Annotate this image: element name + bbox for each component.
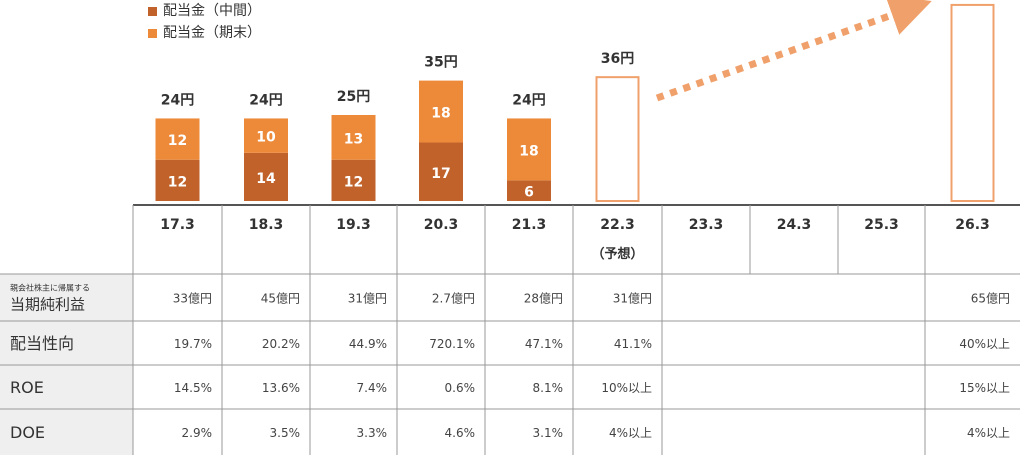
table-cell: 7.4%	[357, 381, 388, 395]
bar-final-19.3	[331, 115, 376, 160]
table-cell: 4.6%	[445, 426, 476, 440]
row-label: ROE	[10, 378, 44, 397]
table-cell: 41.1%	[614, 337, 652, 351]
table-cell: 33億円	[173, 292, 212, 306]
table-cell: 2.9%	[182, 426, 213, 440]
year-label-24.3: 24.3	[777, 217, 812, 233]
table-cell: 14.5%	[174, 381, 212, 395]
row-label-small: 親会社株主に帰属する	[10, 283, 90, 293]
year-label-25.3: 25.3	[864, 217, 899, 233]
row-label-bg	[0, 321, 133, 365]
year-label-22.3: 22.3	[600, 217, 635, 233]
table-cell: 45億円	[261, 292, 300, 306]
table-cell: 44.9%	[349, 337, 387, 351]
table-cell: 47.1%	[525, 337, 563, 351]
legend-item-interim: 配当金（中間）	[148, 0, 261, 22]
legend-item-final: 配当金（期末）	[148, 22, 261, 44]
legend-swatch-final	[148, 28, 157, 38]
total-label-20.3: 35円	[424, 55, 457, 71]
table-cell: 8.1%	[533, 381, 564, 395]
growth-arrow	[655, 0, 932, 102]
table-cell: 65億円	[971, 292, 1010, 306]
year-label-18.3: 18.3	[249, 217, 284, 233]
total-label-21.3: 24円	[512, 92, 545, 108]
table-cell: 4%以上	[967, 426, 1010, 440]
label-interim-17.3: 12	[168, 174, 187, 190]
row-label-bg	[0, 409, 133, 455]
table-cell: 3.3%	[357, 426, 388, 440]
table-cell: 720.1%	[429, 337, 475, 351]
table-cell: 15%以上	[959, 381, 1010, 395]
table-cell: 10%以上	[601, 381, 652, 395]
table-cell: 3.1%	[533, 426, 564, 440]
legend: 配当金（中間） 配当金（期末）	[148, 0, 261, 44]
bar-final-20.3	[419, 80, 463, 143]
bar-final-21.3	[507, 118, 551, 181]
total-label-19.3: 25円	[337, 89, 370, 105]
legend-label-final: 配当金（期末）	[163, 25, 261, 41]
row-label: 配当性向	[10, 334, 74, 353]
label-interim-18.3: 14	[256, 171, 276, 187]
label-interim-19.3: 12	[344, 174, 363, 190]
label-final-19.3: 13	[344, 131, 363, 147]
row-label: 当期純利益	[10, 296, 85, 314]
bar-interim-21.3	[507, 180, 551, 201]
bar-interim-18.3	[244, 152, 288, 201]
table-cell: 19.7%	[174, 337, 212, 351]
year-label-23.3: 23.3	[689, 217, 724, 233]
table-cell: 40%以上	[959, 337, 1010, 351]
label-interim-20.3: 17	[431, 166, 450, 182]
row-label-bg	[0, 274, 133, 321]
legend-label-interim: 配当金（中間）	[163, 3, 261, 19]
year-label-26.3: 26.3	[955, 217, 990, 233]
legend-swatch-interim	[148, 6, 157, 16]
table-cell: 2.7億円	[432, 292, 475, 306]
total-label-18.3: 24円	[249, 92, 282, 108]
label-interim-21.3: 6	[524, 185, 534, 201]
table-cell: 28億円	[524, 292, 563, 306]
row-label: DOE	[10, 423, 45, 442]
year-label-17.3: 17.3	[160, 217, 195, 233]
table-cell: 31億円	[613, 292, 652, 306]
table-cell: 4%以上	[609, 426, 652, 440]
bar-interim-17.3	[155, 159, 200, 201]
table-cell: 31億円	[348, 292, 387, 306]
year-label-21.3: 21.3	[512, 217, 547, 233]
total-label-22.3: 36円	[601, 51, 634, 67]
label-final-17.3: 12	[168, 133, 187, 149]
table-cell: 13.6%	[262, 381, 300, 395]
bar-final-18.3	[244, 118, 288, 153]
year-label-19.3: 19.3	[336, 217, 371, 233]
forecast-bar-26.3	[950, 3, 995, 203]
row-label-bg	[0, 365, 133, 409]
bar-final-17.3	[155, 118, 200, 160]
total-label-17.3: 24円	[161, 92, 194, 108]
table-cell: 0.6%	[445, 381, 476, 395]
bar-interim-19.3	[331, 159, 376, 201]
label-final-21.3: 18	[519, 143, 538, 159]
forecast-note: （予想）	[591, 246, 643, 262]
label-final-20.3: 18	[431, 106, 450, 122]
year-label-20.3: 20.3	[424, 217, 459, 233]
label-final-18.3: 10	[256, 130, 276, 146]
forecast-bar-22.3	[595, 76, 640, 202]
bar-interim-20.3	[419, 142, 463, 201]
table-cell: 3.5%	[270, 426, 301, 440]
table-cell: 20.2%	[262, 337, 300, 351]
